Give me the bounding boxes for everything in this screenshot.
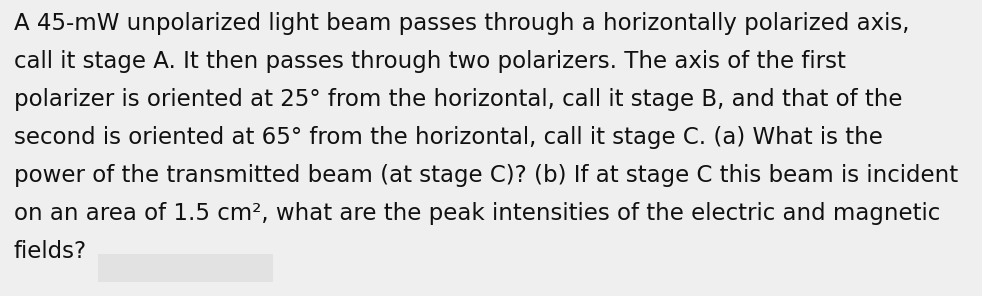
Text: fields?: fields? [14, 240, 87, 263]
Text: polarizer is oriented at 25° from the horizontal, call it stage B, and that of t: polarizer is oriented at 25° from the ho… [14, 88, 902, 111]
Text: on an area of 1.5 cm², what are the peak intensities of the electric and magneti: on an area of 1.5 cm², what are the peak… [14, 202, 940, 225]
Text: second is oriented at 65° from the horizontal, call it stage C. (a) What is the: second is oriented at 65° from the horiz… [14, 126, 883, 149]
Text: call it stage A. It then passes through two polarizers. The axis of the first: call it stage A. It then passes through … [14, 50, 846, 73]
Bar [98, 254, 273, 282]
Text: A 45-mW unpolarized light beam passes through a horizontally polarized axis,: A 45-mW unpolarized light beam passes th… [14, 12, 909, 35]
Text: power of the transmitted beam (at stage C)? (b) If at stage C this beam is incid: power of the transmitted beam (at stage … [14, 164, 958, 187]
